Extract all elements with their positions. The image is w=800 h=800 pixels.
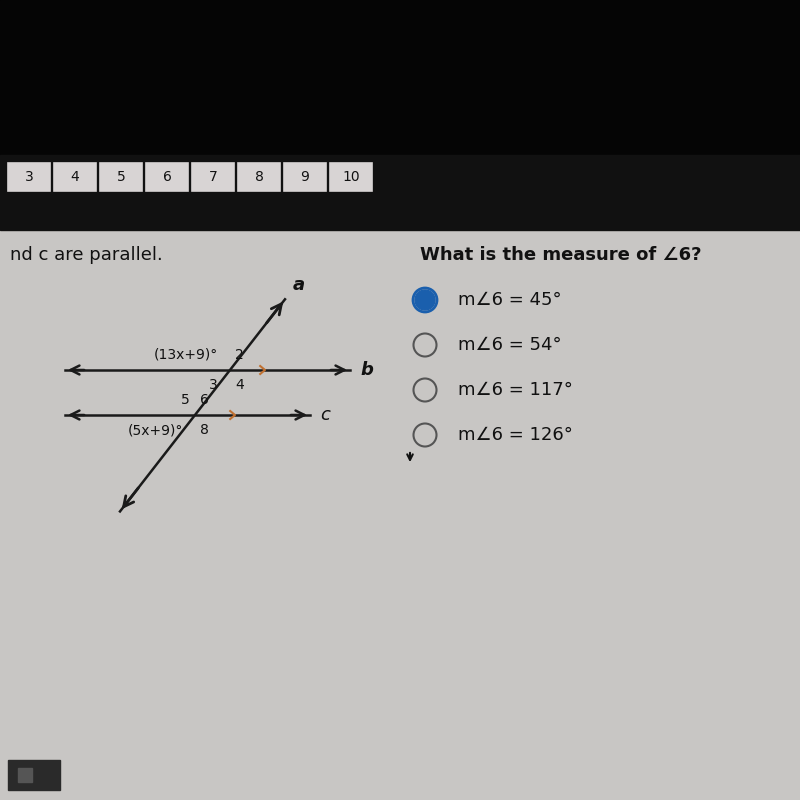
Text: 4: 4 xyxy=(70,170,79,184)
Bar xyxy=(0,155,800,230)
Text: 5: 5 xyxy=(117,170,126,184)
Text: 4: 4 xyxy=(235,378,244,392)
Bar xyxy=(330,163,372,191)
Circle shape xyxy=(415,335,435,355)
Circle shape xyxy=(415,290,435,310)
Text: m∠6 = 126°: m∠6 = 126° xyxy=(458,426,573,444)
Text: m∠6 = 117°: m∠6 = 117° xyxy=(458,381,573,399)
Bar xyxy=(284,163,326,191)
Bar xyxy=(0,225,800,800)
Bar xyxy=(0,0,800,175)
Bar xyxy=(8,163,50,191)
Bar xyxy=(54,163,96,191)
Text: 2: 2 xyxy=(235,348,244,362)
Text: b: b xyxy=(360,361,373,379)
Bar xyxy=(18,768,32,782)
Text: 9: 9 xyxy=(301,170,310,184)
Bar xyxy=(238,163,280,191)
Text: 10: 10 xyxy=(342,170,360,184)
Text: 3: 3 xyxy=(210,378,218,392)
Text: 3: 3 xyxy=(25,170,34,184)
Bar xyxy=(8,760,60,790)
Text: 6: 6 xyxy=(200,393,209,407)
Text: a: a xyxy=(293,276,305,294)
Text: What is the measure of ∠6?: What is the measure of ∠6? xyxy=(420,246,702,264)
Text: 6: 6 xyxy=(162,170,171,184)
Text: m∠6 = 54°: m∠6 = 54° xyxy=(458,336,562,354)
Bar xyxy=(192,163,234,191)
Text: m∠6 = 45°: m∠6 = 45° xyxy=(458,291,562,309)
Text: 5: 5 xyxy=(182,393,190,407)
Text: c: c xyxy=(320,406,330,424)
Text: nd c are parallel.: nd c are parallel. xyxy=(10,246,162,264)
Circle shape xyxy=(415,425,435,445)
Bar xyxy=(146,163,188,191)
Text: (13x+9)°: (13x+9)° xyxy=(154,348,218,362)
Text: 8: 8 xyxy=(254,170,263,184)
Text: 8: 8 xyxy=(200,423,209,437)
Text: (5x+9)°: (5x+9)° xyxy=(128,423,183,437)
Circle shape xyxy=(415,380,435,400)
Bar xyxy=(100,163,142,191)
Text: 7: 7 xyxy=(209,170,218,184)
